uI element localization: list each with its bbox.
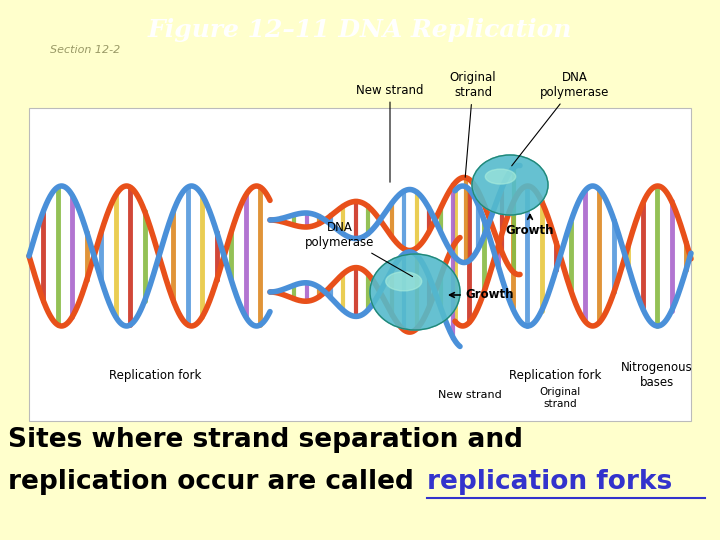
Ellipse shape	[370, 254, 460, 330]
Text: DNA
polymerase: DNA polymerase	[512, 71, 610, 166]
Text: Sites where strand separation and: Sites where strand separation and	[8, 427, 523, 453]
Text: replication occur are called: replication occur are called	[8, 469, 423, 495]
Text: replication forks: replication forks	[427, 469, 672, 495]
Text: Growth: Growth	[450, 288, 514, 301]
Text: Original
strand: Original strand	[539, 387, 580, 409]
Text: Replication fork: Replication fork	[509, 368, 601, 381]
Text: New strand: New strand	[356, 84, 424, 182]
Text: Replication fork: Replication fork	[109, 368, 201, 381]
Bar	[29, 108, 691, 421]
Ellipse shape	[386, 272, 422, 291]
Ellipse shape	[472, 155, 548, 215]
Text: Nitrogenous
bases: Nitrogenous bases	[621, 361, 693, 389]
Text: DNA
polymerase: DNA polymerase	[305, 221, 413, 276]
Text: Original
strand: Original strand	[450, 71, 496, 177]
Ellipse shape	[485, 169, 516, 184]
Text: Section 12-2: Section 12-2	[50, 45, 120, 55]
Text: Figure 12–11 DNA Replication: Figure 12–11 DNA Replication	[148, 18, 572, 42]
Text: Growth: Growth	[505, 214, 554, 237]
Text: New strand: New strand	[438, 390, 502, 400]
